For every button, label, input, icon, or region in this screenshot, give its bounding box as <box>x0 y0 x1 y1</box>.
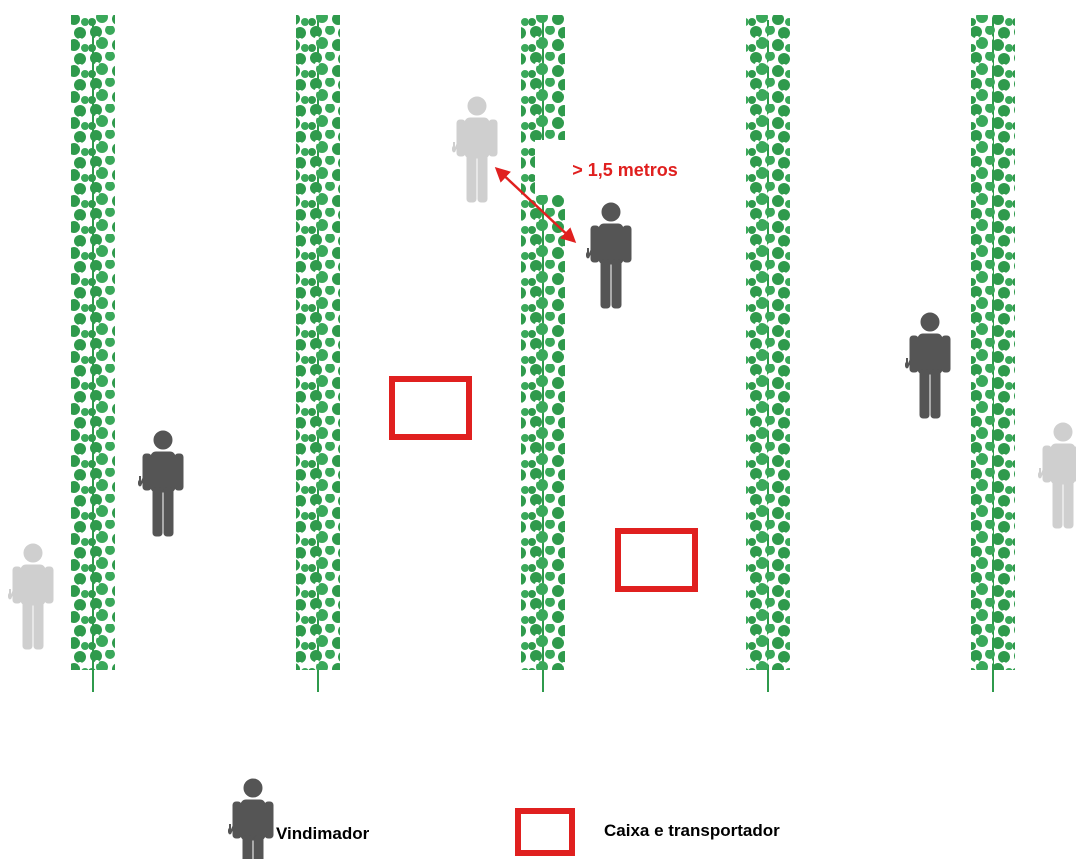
vine-rows <box>71 15 1015 692</box>
legend-crate-icon <box>518 811 572 853</box>
crate <box>392 379 469 437</box>
legend: Vindimador Caixa e transportador <box>226 779 780 859</box>
picker <box>584 203 631 308</box>
page: > 1,5 metros Vindimador Caixa e transpor… <box>0 0 1076 859</box>
vine-row <box>521 15 565 692</box>
legend-label: Vindimador <box>276 824 370 843</box>
picker-faded <box>450 97 497 202</box>
picker <box>903 313 950 418</box>
legend-label: Caixa e transportador <box>604 821 780 840</box>
picker-faded <box>1036 423 1076 528</box>
distance-label: > 1,5 metros <box>572 160 678 180</box>
vine-row <box>971 15 1015 692</box>
diagram: > 1,5 metros Vindimador Caixa e transpor… <box>0 0 1076 859</box>
vine-row <box>746 15 790 692</box>
vine-row <box>296 15 340 692</box>
crate <box>618 531 695 589</box>
picker <box>136 431 183 536</box>
vine-row <box>71 15 115 692</box>
picker-faded <box>6 544 53 649</box>
legend-picker-icon <box>226 779 273 859</box>
